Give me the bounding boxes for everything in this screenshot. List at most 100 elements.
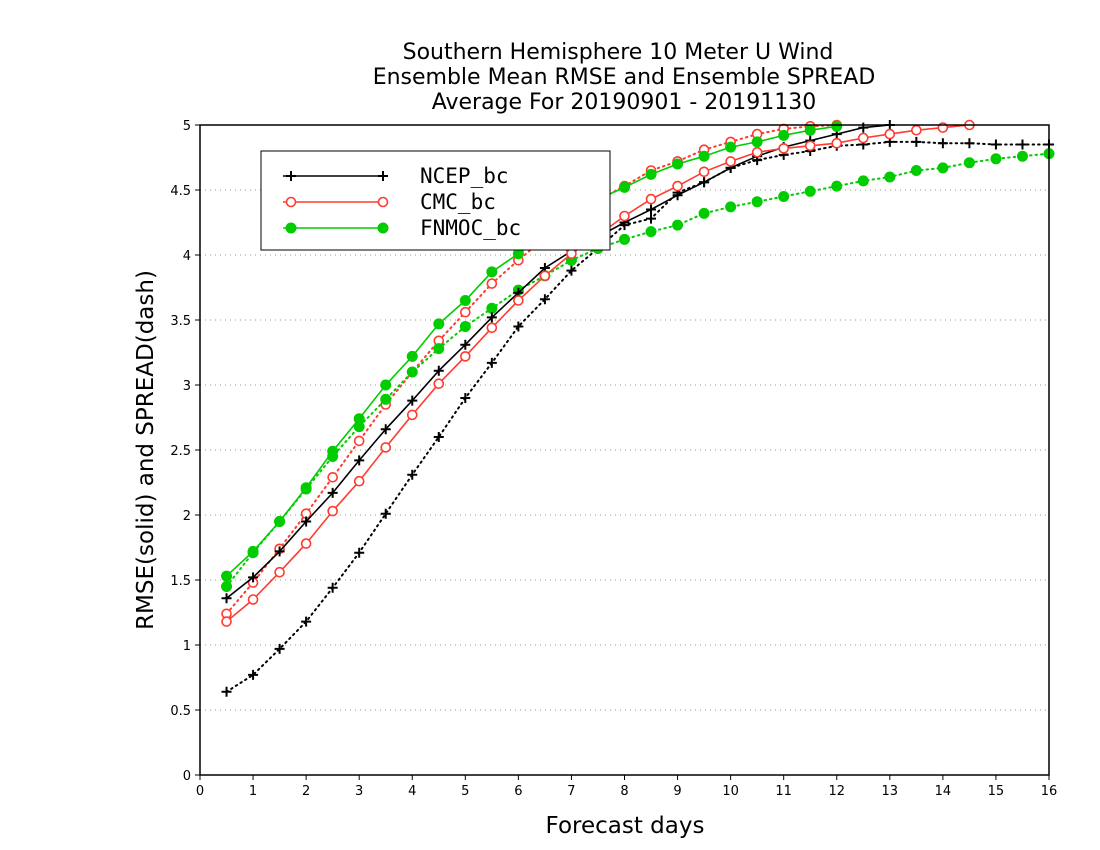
fnmoc-bc-spread-point bbox=[619, 233, 630, 245]
x-tick-label: 15 bbox=[988, 784, 1005, 799]
legend-item-cmc-bc: CMC_bc bbox=[283, 190, 496, 214]
y-axis-title: RMSE(solid) and SPREAD(dash) bbox=[133, 270, 159, 630]
cmc-bc-rmse-point bbox=[300, 538, 312, 549]
ncep-bc-spread-point bbox=[327, 582, 338, 593]
cmc-bc-rmse-point bbox=[911, 124, 922, 136]
cmc-bc-rmse-point bbox=[513, 295, 524, 306]
legend-item-fnmoc-bc: FNMOC_bc bbox=[283, 216, 521, 240]
fnmoc-bc-rmse-point bbox=[459, 295, 471, 306]
fnmoc-bc-spread-point bbox=[459, 321, 471, 332]
x-tick-label: 1 bbox=[249, 784, 257, 799]
fnmoc-bc-spread-point bbox=[937, 162, 949, 174]
ncep-bc-spread-point bbox=[248, 669, 259, 680]
fnmoc-bc-spread-point bbox=[380, 393, 392, 405]
ncep-bc-spread-point bbox=[513, 321, 524, 332]
ncep-bc-rmse-point bbox=[672, 190, 683, 201]
fnmoc-bc-spread-point bbox=[778, 191, 790, 202]
ncep-bc-spread-point bbox=[539, 294, 550, 305]
ncep-bc-rmse-point bbox=[221, 593, 232, 604]
ncep-bc-spread-point bbox=[566, 265, 577, 276]
chart-title-line-2: Ensemble Mean RMSE and Ensemble SPREAD bbox=[373, 65, 876, 90]
fnmoc-bc-spread-point bbox=[433, 343, 445, 355]
ncep-bc-spread-point bbox=[990, 139, 1001, 150]
fnmoc-bc-spread-point bbox=[406, 366, 418, 378]
legend-box bbox=[260, 150, 611, 251]
fnmoc-bc-spread-point bbox=[804, 185, 816, 197]
fnmoc-bc-spread-point bbox=[831, 180, 843, 192]
ncep-bc-rmse-point bbox=[646, 204, 657, 215]
ncep-bc-spread-point bbox=[1017, 139, 1028, 150]
axis-ticks: 00.511.522.533.544.550 1 2 3 4 5 6 7 8 9 10 11 12 13 1… bbox=[170, 119, 1057, 799]
fnmoc-bc-rmse-point bbox=[778, 129, 790, 141]
cmc-bc-rmse-point bbox=[804, 140, 816, 152]
cmc-bc-spread-point bbox=[460, 306, 471, 318]
fnmoc-bc-rmse-point bbox=[300, 482, 312, 494]
cmc-bc-rmse-point bbox=[274, 566, 285, 578]
fnmoc-bc-rmse-point bbox=[831, 120, 843, 132]
fnmoc-bc-spread-point bbox=[751, 196, 763, 208]
cmc-bc-rmse-point bbox=[672, 180, 683, 192]
fnmoc-bc-rmse-point bbox=[804, 124, 816, 136]
x-tick-label: 16 bbox=[1041, 784, 1058, 799]
fnmoc-bc-rmse-point bbox=[751, 136, 763, 148]
cmc-bc-rmse-point bbox=[778, 143, 789, 154]
fnmoc-bc-rmse-point bbox=[619, 181, 630, 193]
fnmoc-bc-spread-point bbox=[963, 157, 975, 169]
cmc-bc-rmse-point bbox=[539, 270, 551, 282]
ncep-bc-spread-point bbox=[964, 138, 975, 149]
cmc-bc-spread-point bbox=[327, 471, 338, 483]
fnmoc-bc-spread-point bbox=[725, 201, 737, 213]
ncep-bc-spread-point bbox=[274, 643, 285, 654]
cmc-bc-rmse-point bbox=[698, 166, 710, 178]
fnmoc-bc-spread-point bbox=[672, 219, 684, 231]
fnmoc-bc-spread-point bbox=[1016, 150, 1028, 162]
x-tick-label: 3 bbox=[355, 784, 363, 799]
fnmoc-bc-spread-point bbox=[645, 226, 657, 238]
x-tick-label: 9 bbox=[673, 784, 681, 799]
x-tick-label: 14 bbox=[935, 784, 952, 799]
x-tick-label: 6 bbox=[514, 784, 522, 799]
cmc-bc-rmse-point bbox=[486, 322, 498, 334]
cmc-bc-rmse-point bbox=[433, 378, 445, 390]
cmc-bc-rmse-point bbox=[406, 409, 418, 421]
ncep-bc-rmse-point bbox=[858, 122, 869, 133]
cmc-bc-rmse-point bbox=[619, 210, 630, 222]
ncep-bc-spread-point bbox=[380, 508, 391, 519]
legend-item-cmc-bc-label: CMC_bc bbox=[420, 190, 496, 214]
plot-area-frame bbox=[199, 124, 1050, 776]
fnmoc-bc-spread-point bbox=[857, 175, 869, 187]
cmc-bc-rmse-point bbox=[221, 616, 232, 627]
fnmoc-bc-spread-point bbox=[698, 207, 710, 219]
legend-item-fnmoc-bc-marker-end bbox=[377, 222, 389, 234]
y-tick-label: 2 bbox=[183, 509, 191, 524]
cmc-bc-rmse-point bbox=[327, 505, 338, 517]
ncep-bc-spread-point bbox=[911, 136, 922, 147]
fnmoc-bc-rmse-point bbox=[672, 158, 684, 170]
ncep-bc-rmse-point bbox=[380, 424, 391, 435]
y-tick-label: 0 bbox=[183, 769, 191, 784]
ncep-bc-rmse-point bbox=[274, 546, 285, 557]
y-tick-label: 2.5 bbox=[170, 444, 191, 459]
ncep-bc-rmse-point bbox=[327, 487, 338, 498]
ncep-bc-spread-point bbox=[486, 357, 497, 368]
ncep-bc-rmse-point bbox=[433, 365, 444, 376]
legend-item-fnmoc-bc-label: FNMOC_bc bbox=[420, 216, 521, 240]
fnmoc-bc-spread-point bbox=[221, 581, 233, 592]
fnmoc-bc-rmse-point bbox=[274, 516, 286, 527]
ncep-bc-spread-point bbox=[354, 547, 365, 558]
legend-item-ncep-bc-marker-end bbox=[378, 171, 388, 181]
y-tick-label: 5 bbox=[183, 119, 191, 134]
x-tick-label: 4 bbox=[408, 784, 416, 799]
cmc-bc-rmse-point bbox=[884, 128, 896, 140]
fnmoc-bc-rmse-point bbox=[247, 545, 259, 557]
legend-item-ncep-bc-label: NCEP_bc bbox=[420, 164, 509, 188]
ncep-bc-rmse-point bbox=[699, 177, 710, 188]
ncep-bc-rmse-point bbox=[460, 339, 471, 350]
fnmoc-bc-rmse-point bbox=[380, 379, 392, 391]
y-tick-label: 3 bbox=[183, 379, 191, 394]
chart-title-line-3: Average For 20190901 - 20191130 bbox=[432, 90, 817, 115]
y-tick-label: 1 bbox=[183, 639, 191, 654]
fnmoc-bc-spread-point bbox=[990, 153, 1002, 165]
